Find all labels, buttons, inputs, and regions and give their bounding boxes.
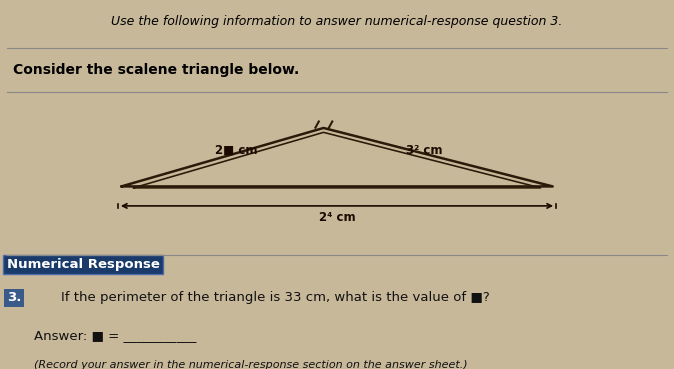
Text: (Record your answer in the numerical-response section on the answer sheet.): (Record your answer in the numerical-res… bbox=[34, 360, 467, 369]
Text: Use the following information to answer numerical-response question 3.: Use the following information to answer … bbox=[111, 15, 563, 28]
Text: Answer: ■ = ___________: Answer: ■ = ___________ bbox=[34, 329, 196, 342]
Text: Consider the scalene triangle below.: Consider the scalene triangle below. bbox=[13, 63, 300, 77]
Text: 3.: 3. bbox=[7, 291, 21, 304]
Text: 3² cm: 3² cm bbox=[406, 144, 443, 157]
Text: Numerical Response: Numerical Response bbox=[7, 258, 160, 271]
Text: If the perimeter of the triangle is 33 cm, what is the value of ■?: If the perimeter of the triangle is 33 c… bbox=[61, 291, 489, 304]
Text: 2■ cm: 2■ cm bbox=[214, 144, 257, 157]
Text: 2⁴ cm: 2⁴ cm bbox=[319, 211, 355, 224]
